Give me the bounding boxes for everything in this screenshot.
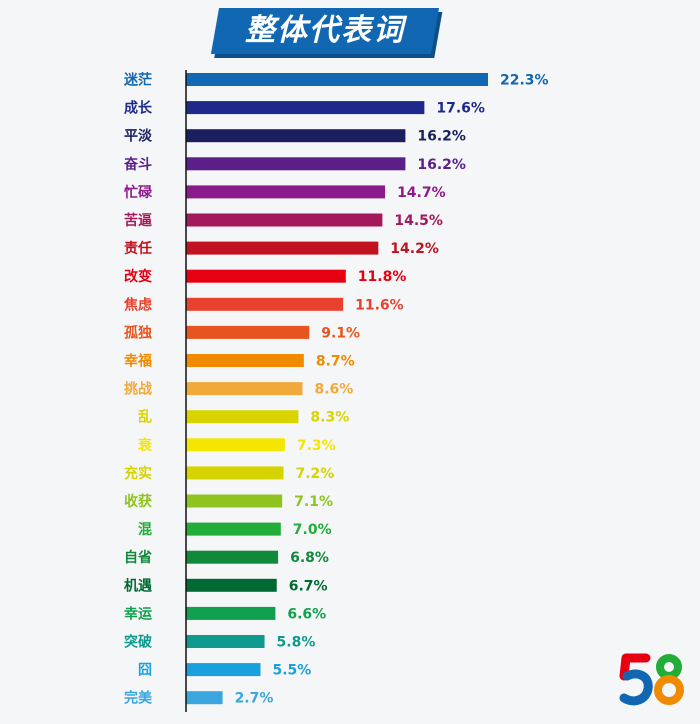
category-label: 苦逼 bbox=[124, 212, 152, 229]
value-label: 5.8% bbox=[277, 635, 316, 651]
value-label: 8.3% bbox=[310, 410, 349, 426]
category-label: 平淡 bbox=[124, 129, 153, 145]
category-label: 突破 bbox=[124, 634, 152, 651]
value-label: 6.6% bbox=[287, 606, 326, 622]
bar-自省 bbox=[186, 550, 279, 564]
bar-责任 bbox=[186, 241, 379, 255]
bar-幸运 bbox=[186, 606, 276, 620]
bar-焦虑 bbox=[186, 297, 344, 311]
value-label: 14.5% bbox=[394, 213, 443, 229]
logo-eight-bottom bbox=[654, 675, 684, 705]
bar-挑战 bbox=[186, 382, 303, 396]
58-logo bbox=[619, 653, 684, 706]
value-label: 8.6% bbox=[314, 382, 353, 398]
category-label: 乱 bbox=[138, 409, 152, 426]
category-label: 衰 bbox=[137, 437, 153, 454]
bar-囧 bbox=[186, 663, 261, 677]
bar-衰 bbox=[186, 438, 285, 452]
category-label: 完美 bbox=[124, 690, 153, 707]
category-label: 成长 bbox=[124, 100, 153, 117]
value-label: 5.5% bbox=[272, 663, 311, 679]
category-label: 机遇 bbox=[124, 577, 152, 594]
bar-乱 bbox=[186, 410, 299, 424]
value-label: 16.2% bbox=[417, 129, 466, 145]
bar-机遇 bbox=[186, 578, 277, 592]
value-label: 6.7% bbox=[289, 578, 328, 594]
bar-孤独 bbox=[186, 325, 310, 339]
bar-突破 bbox=[186, 635, 265, 648]
bar-收获 bbox=[186, 494, 283, 508]
category-label: 责任 bbox=[124, 240, 152, 257]
bar-迷茫 bbox=[186, 73, 488, 86]
category-label: 幸福 bbox=[124, 353, 152, 370]
value-label: 14.2% bbox=[390, 241, 439, 257]
category-label: 充实 bbox=[124, 465, 152, 482]
category-label: 幸运 bbox=[124, 605, 152, 622]
category-label: 孤独 bbox=[124, 324, 152, 341]
category-label: 混 bbox=[138, 522, 152, 538]
value-label: 17.6% bbox=[436, 101, 485, 117]
bar-混 bbox=[186, 522, 281, 536]
category-label: 囧 bbox=[138, 663, 152, 679]
category-label: 收获 bbox=[124, 493, 152, 510]
value-label: 8.7% bbox=[316, 354, 355, 370]
category-label: 改变 bbox=[124, 268, 152, 285]
value-label: 2.7% bbox=[235, 691, 274, 707]
category-label: 挑战 bbox=[124, 381, 152, 398]
value-label: 7.2% bbox=[296, 466, 335, 482]
value-label: 9.1% bbox=[321, 325, 360, 341]
category-label: 迷茫 bbox=[123, 72, 152, 89]
category-label: 自省 bbox=[124, 549, 152, 566]
value-label: 7.0% bbox=[293, 522, 332, 538]
category-label: 忙碌 bbox=[124, 184, 153, 201]
bar-忙碌 bbox=[186, 185, 386, 199]
value-label: 11.8% bbox=[358, 269, 407, 285]
bar-改变 bbox=[186, 269, 346, 283]
category-label: 奋斗 bbox=[123, 156, 152, 173]
chart-title: 整体代表词 bbox=[245, 13, 405, 48]
bar-平淡 bbox=[186, 129, 406, 143]
bar-充实 bbox=[186, 466, 284, 480]
bar-苦逼 bbox=[186, 213, 383, 227]
value-label: 16.2% bbox=[417, 157, 466, 173]
value-label: 22.3% bbox=[500, 73, 549, 89]
value-label: 11.6% bbox=[355, 297, 404, 313]
value-label: 7.1% bbox=[294, 494, 333, 510]
bar-奋斗 bbox=[186, 157, 406, 171]
logo-five-top bbox=[619, 653, 651, 681]
value-label: 6.8% bbox=[290, 550, 329, 566]
bar-成长 bbox=[186, 101, 425, 115]
logo-five-bottom bbox=[619, 669, 653, 706]
bar-完美 bbox=[186, 691, 223, 705]
category-label: 焦虑 bbox=[123, 296, 152, 313]
logo-eight-top bbox=[656, 654, 682, 680]
bar-幸福 bbox=[186, 354, 304, 367]
value-label: 7.3% bbox=[297, 438, 336, 454]
value-label: 14.7% bbox=[397, 185, 446, 201]
